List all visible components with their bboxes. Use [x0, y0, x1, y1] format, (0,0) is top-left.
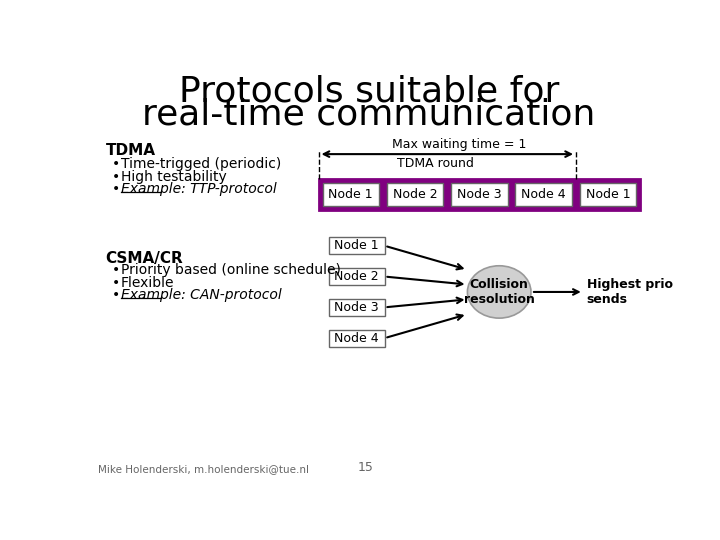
Bar: [451, 183, 508, 206]
Bar: [580, 183, 636, 206]
Text: Time-trigged (periodic): Time-trigged (periodic): [121, 157, 282, 171]
Text: •: •: [112, 157, 120, 171]
Text: Collision
resolution: Collision resolution: [464, 278, 535, 306]
Bar: [329, 237, 384, 254]
Bar: [329, 299, 384, 316]
Ellipse shape: [467, 266, 531, 318]
Text: •: •: [112, 170, 120, 184]
Text: High testability: High testability: [121, 170, 227, 184]
Text: Highest prio
sends: Highest prio sends: [587, 278, 672, 306]
Text: Example: TTP-protocol: Example: TTP-protocol: [121, 182, 276, 196]
Text: Node 3: Node 3: [334, 301, 379, 314]
Text: 15: 15: [357, 462, 373, 475]
Text: TDMA: TDMA: [106, 143, 156, 158]
Text: Max waiting time = 1: Max waiting time = 1: [392, 138, 526, 151]
Text: Node 1: Node 1: [328, 188, 373, 201]
Text: •: •: [112, 276, 120, 290]
Text: Node 1: Node 1: [586, 188, 631, 201]
Text: Mike Holenderski, m.holenderski@tue.nl: Mike Holenderski, m.holenderski@tue.nl: [98, 464, 309, 475]
Text: Flexible: Flexible: [121, 276, 174, 290]
Text: •: •: [112, 182, 120, 196]
Text: CSMA/CR: CSMA/CR: [106, 251, 184, 266]
Bar: [329, 330, 384, 347]
Text: Example: CAN-protocol: Example: CAN-protocol: [121, 288, 282, 302]
Text: •: •: [112, 288, 120, 302]
Text: Node 1: Node 1: [334, 239, 379, 252]
Text: •: •: [112, 264, 120, 278]
Bar: [323, 183, 379, 206]
Text: Node 2: Node 2: [393, 188, 438, 201]
Bar: [319, 179, 640, 210]
Text: TDMA round: TDMA round: [397, 157, 474, 170]
Bar: [516, 183, 572, 206]
Text: Protocols suitable for: Protocols suitable for: [179, 75, 559, 109]
Text: Node 4: Node 4: [334, 332, 379, 345]
Bar: [387, 183, 444, 206]
Text: Node 4: Node 4: [521, 188, 566, 201]
Text: Node 3: Node 3: [457, 188, 502, 201]
Text: Priority based (online schedule): Priority based (online schedule): [121, 264, 341, 278]
Text: real-time communication: real-time communication: [143, 97, 595, 131]
Bar: [329, 268, 384, 285]
Text: Node 2: Node 2: [334, 270, 379, 283]
